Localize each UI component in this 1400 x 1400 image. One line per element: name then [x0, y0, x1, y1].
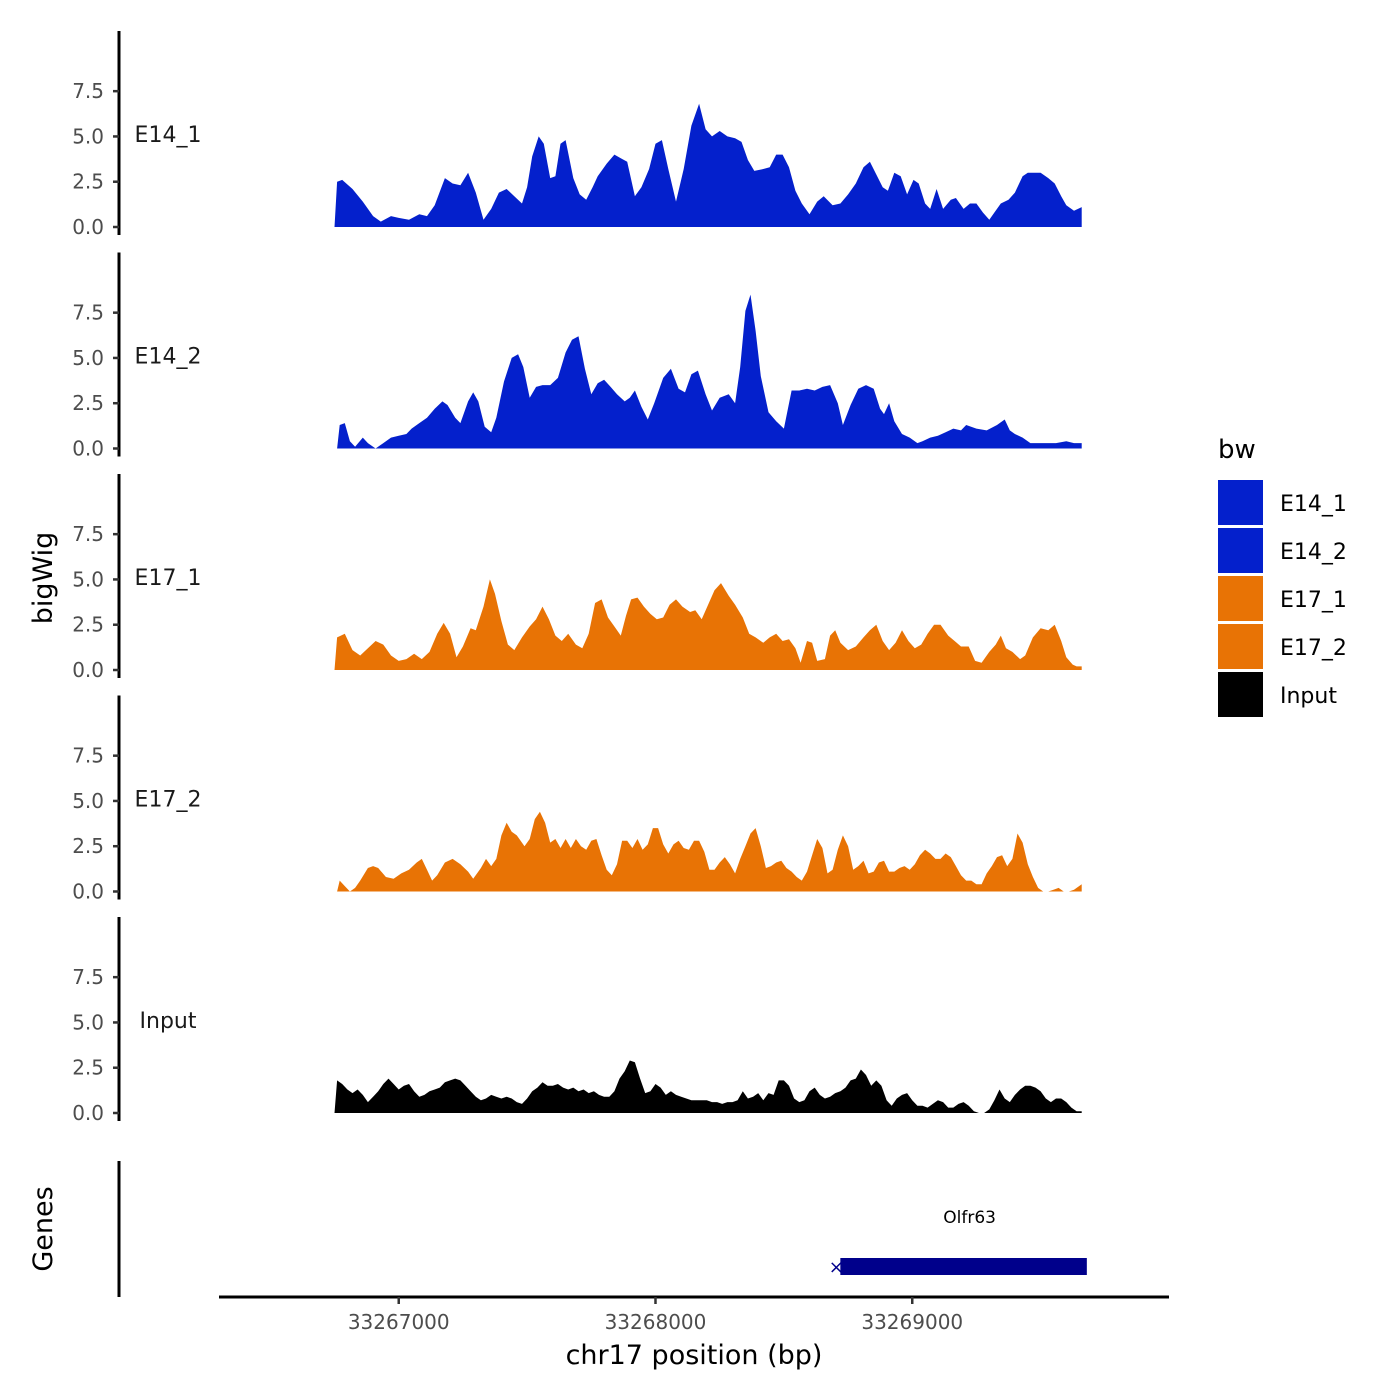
track-label: E17_1 [135, 566, 202, 591]
track-panel-e14_1: 0.0 2.5 5.0 7.5 E14_1 [72, 31, 1082, 239]
track-panel-input: 0.0 2.5 5.0 7.5 Input [72, 917, 1082, 1125]
y-tick-label: 5.0 [72, 789, 104, 813]
y-tick-label: 2.5 [72, 391, 104, 415]
legend-swatch [1218, 528, 1263, 573]
y-tick-label: 7.5 [72, 965, 104, 989]
y-tick-label: 0.0 [72, 880, 104, 904]
y-axis-title: bigWig [28, 532, 59, 625]
y-tick-label: 7.5 [72, 301, 104, 325]
x-tick-label: 33267000 [348, 1310, 450, 1334]
track-label: E17_2 [135, 788, 202, 813]
gene-body [840, 1258, 1087, 1275]
legend-swatch [1218, 576, 1263, 621]
coverage-tracks: 0.0 2.5 5.0 7.5 E14_1 0.0 2.5 5.0 7.5 E14_2 0.0 2.5… [72, 31, 1082, 1125]
x-tick-label: 33269000 [861, 1310, 963, 1334]
legend-item-e17_2: E17_2 [1218, 624, 1347, 669]
y-tick-label: 0.0 [72, 658, 104, 682]
gene-track-title: Genes [28, 1186, 59, 1271]
legend-swatch [1218, 624, 1263, 669]
legend-item-e14_2: E14_2 [1218, 528, 1347, 573]
x-axis: 33267000 33268000 33269000 [219, 1295, 1169, 1334]
legend-label: E17_1 [1280, 588, 1347, 613]
legend-item-input: Input [1218, 672, 1337, 717]
y-tick-label: 2.5 [72, 170, 104, 194]
y-tick-label: 2.5 [72, 834, 104, 858]
legend-swatch [1218, 672, 1263, 717]
y-tick-label: 5.0 [72, 124, 104, 148]
legend-label: Input [1280, 684, 1337, 709]
coverage-area [337, 294, 1082, 449]
coverage-area [334, 579, 1082, 670]
y-tick-label: 0.0 [72, 215, 104, 239]
legend-title: bw [1218, 435, 1256, 465]
x-tick-label: 33268000 [605, 1310, 707, 1334]
track-panel-e17_2: 0.0 2.5 5.0 7.5 E17_2 [72, 695, 1082, 904]
y-tick-label: 5.0 [72, 346, 104, 370]
y-tick-label: 0.0 [72, 1101, 104, 1125]
y-tick-label: 5.0 [72, 567, 104, 591]
legend: bw E14_1 E14_2 E17_1 E17_2 Input [1218, 435, 1347, 717]
y-tick-label: 2.5 [72, 1056, 104, 1080]
y-tick-label: 7.5 [72, 79, 104, 103]
track-panel-e17_1: 0.0 2.5 5.0 7.5 E17_1 [72, 474, 1082, 682]
y-tick-label: 5.0 [72, 1010, 104, 1034]
y-tick-label: 7.5 [72, 744, 104, 768]
track-label: E14_2 [135, 345, 202, 370]
legend-label: E17_2 [1280, 636, 1347, 661]
legend-label: E14_2 [1280, 540, 1347, 565]
coverage-area [334, 103, 1082, 227]
gene-strand-marker: × [829, 1257, 844, 1278]
coverage-area [337, 811, 1082, 892]
track-label: Input [140, 1009, 197, 1034]
legend-swatch [1218, 480, 1263, 525]
legend-item-e14_1: E14_1 [1218, 480, 1347, 525]
track-label: E14_1 [135, 123, 202, 148]
coverage-area [334, 1060, 1082, 1113]
legend-item-e17_1: E17_1 [1218, 576, 1347, 621]
gene-track: Genes × Olfr63 [28, 1161, 1087, 1297]
gene-label: Olfr63 [943, 1208, 996, 1228]
y-tick-label: 2.5 [72, 613, 104, 637]
track-panel-e14_2: 0.0 2.5 5.0 7.5 E14_2 [72, 252, 1082, 461]
y-tick-label: 0.0 [72, 437, 104, 461]
legend-label: E14_1 [1280, 492, 1347, 517]
x-axis-title: chr17 position (bp) [566, 1340, 823, 1371]
y-tick-label: 7.5 [72, 522, 104, 546]
